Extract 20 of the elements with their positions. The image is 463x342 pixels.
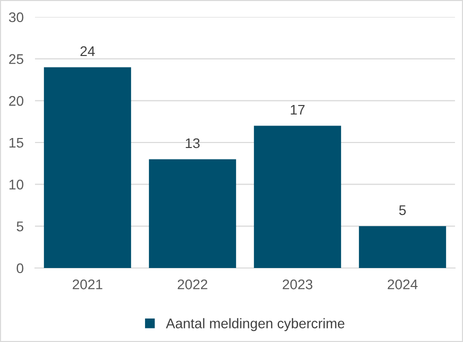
y-tick-label: 20 [9, 96, 24, 106]
data-label: 24 [80, 46, 95, 56]
y-tick-label: 15 [10, 138, 24, 148]
bar [148, 159, 236, 268]
y-tick-label: 0 [16, 263, 24, 274]
bar [44, 67, 132, 268]
y-tick-label: 5 [16, 222, 24, 232]
y-tick-label: 25 [9, 54, 24, 64]
x-tick-label: 2021 [72, 279, 102, 290]
data-label: 5 [399, 205, 406, 216]
x-tick-label: 2022 [178, 279, 208, 290]
x-tick-label: 2023 [282, 279, 312, 290]
data-label: 13 [186, 138, 200, 148]
data-label: 17 [290, 104, 305, 115]
bar [358, 226, 446, 268]
x-tick-label: 2024 [388, 279, 418, 290]
legend-label: Aantal meldingen cybercrime [166, 318, 344, 332]
bar [254, 126, 342, 268]
y-tick-label: 10 [10, 180, 24, 190]
y-tick-label: 30 [8, 12, 24, 22]
